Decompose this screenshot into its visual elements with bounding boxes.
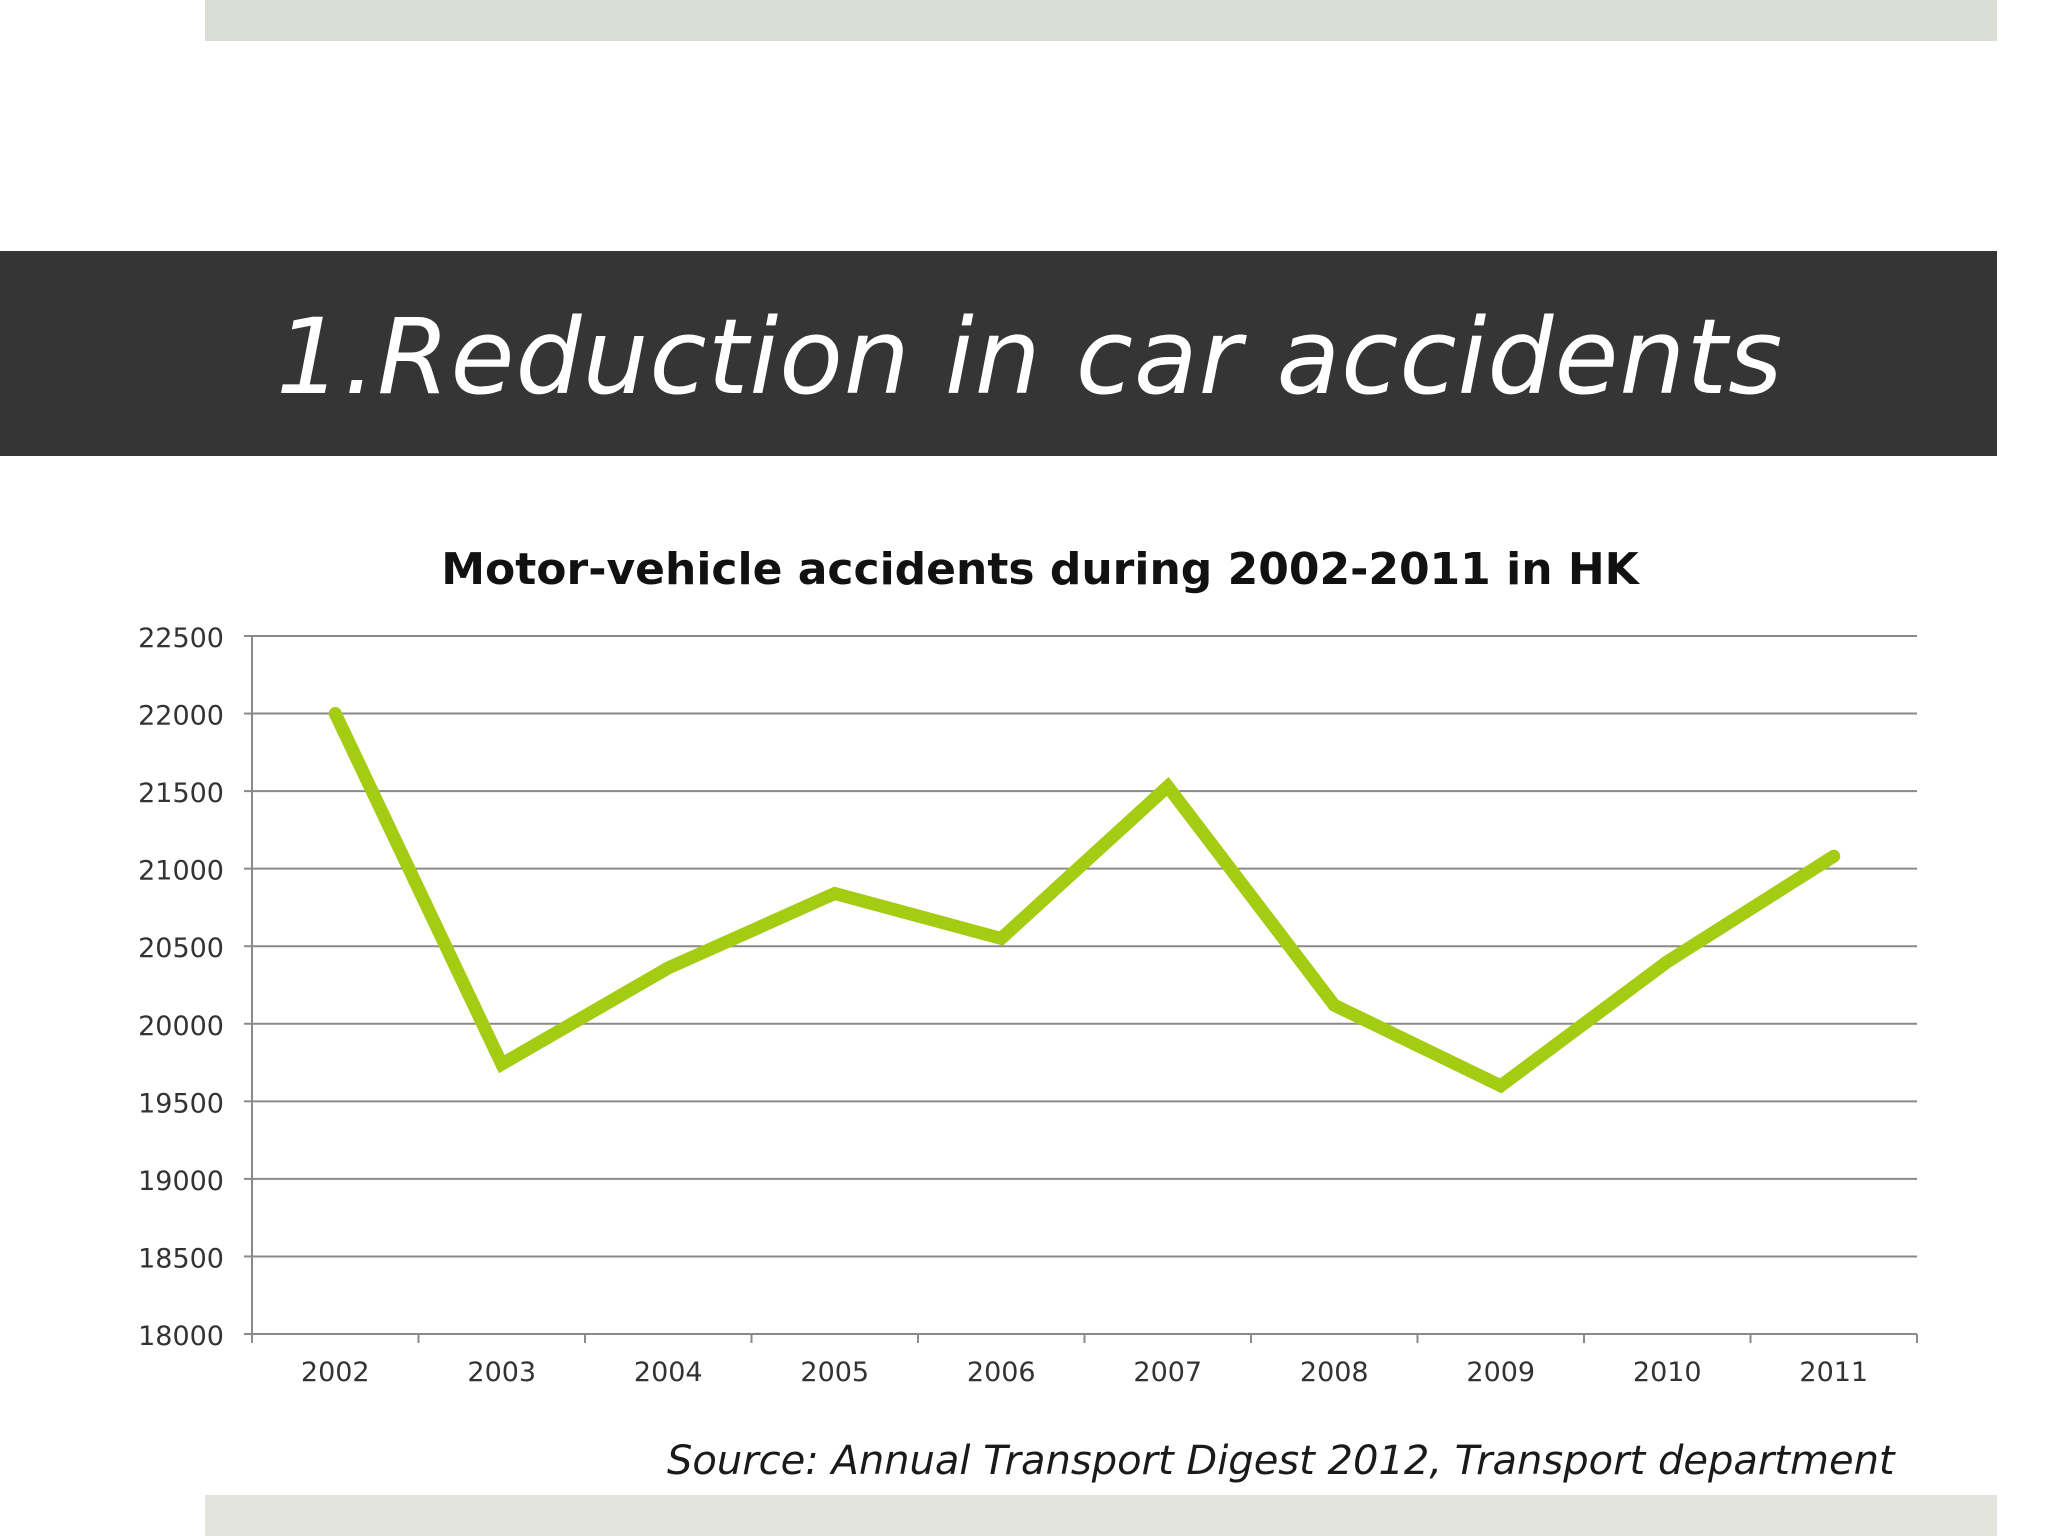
data-point [1166,785,1169,788]
line-chart: Motor-vehicle accidents during 2002-2011… [138,544,1918,1388]
x-tick-label: 2005 [800,1357,869,1388]
x-tick-label: 2007 [1133,1357,1202,1388]
title-bar [0,251,1997,456]
x-tick-label: 2003 [467,1357,536,1388]
y-tick-label: 18000 [138,1321,224,1352]
data-point [334,712,337,715]
gridlines [252,635,1917,1258]
data-point [1832,855,1835,858]
y-tick-label: 19000 [138,1166,224,1197]
data-point [1333,1004,1336,1007]
bottom-decor-band [205,1495,1997,1536]
x-tick-label: 2010 [1633,1357,1702,1388]
series [328,707,1841,1094]
y-tick-label: 22500 [138,623,224,654]
y-tick-label: 20000 [138,1011,224,1042]
data-point [1499,1084,1502,1087]
x-tick-label: 2011 [1799,1357,1868,1388]
chart-title: Motor-vehicle accidents during 2002-2011… [441,544,1640,595]
x-tick-label: 2004 [634,1357,703,1388]
axes [244,635,1918,1343]
y-tick-label: 22000 [138,701,224,732]
data-point [833,892,836,895]
y-tick-label: 20500 [138,933,224,964]
x-tick-label: 2009 [1466,1357,1535,1388]
y-tick-label: 21500 [138,778,224,809]
data-point [500,1063,503,1066]
top-decor-band [205,0,1997,41]
source-note: Source: Annual Transport Digest 2012, Tr… [667,1438,1895,1484]
y-tick-label: 21000 [138,856,224,887]
data-point [1666,960,1669,963]
y-tick-label: 19500 [138,1088,224,1119]
data-point [667,966,670,969]
x-tick-label: 2006 [967,1357,1036,1388]
data-point [1000,937,1003,940]
y-tick-label: 18500 [138,1243,224,1274]
tick-labels: 18000 18500 19000 19500 20000 20500 21000 21500… [138,623,1868,1388]
slide-title: 1.Reduction in car accidents [276,296,1784,418]
series-line [328,707,1841,1094]
x-tick-label: 2008 [1300,1357,1369,1388]
x-tick-label: 2002 [301,1357,370,1388]
